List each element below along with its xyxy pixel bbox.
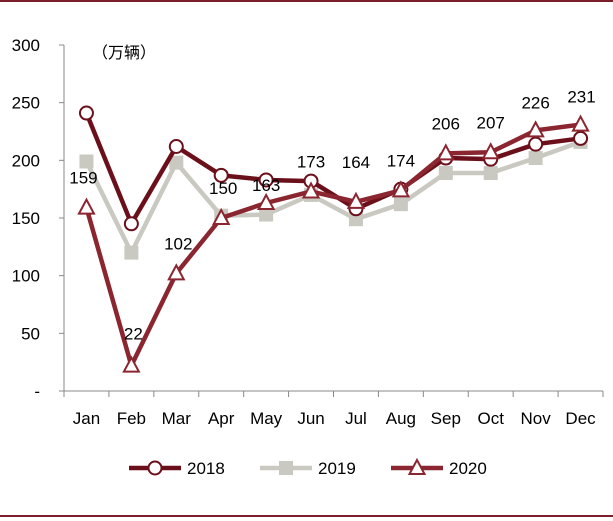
- point-2020-Apr: [212, 207, 231, 225]
- legend-marker-2019: [279, 461, 293, 475]
- axes: 300 250 200 150 100 50 - Jan Feb Mar Apr May Jun Jul A…: [12, 36, 604, 428]
- point-2018-Mar: [168, 138, 184, 154]
- legend-item-2020: 2020: [391, 457, 487, 478]
- point-2018-May: [258, 172, 274, 188]
- x-tick-label: Sep: [431, 409, 461, 428]
- point-2020-Jun: [301, 181, 321, 199]
- legend-item-2019: 2019: [260, 459, 356, 478]
- legend-marker-2020: [407, 457, 427, 475]
- x-tick-label: May: [250, 409, 283, 428]
- data-label-Jan: 159: [69, 169, 97, 188]
- data-label-Dec: 231: [567, 88, 595, 107]
- data-label-May: 163: [252, 176, 280, 195]
- point-2019-Oct: [483, 166, 498, 181]
- point-2019-Nov: [528, 151, 543, 166]
- x-tick-label: Mar: [162, 409, 192, 428]
- series-line-2019: [84, 139, 582, 255]
- legend-label-2018: 2018: [187, 459, 225, 478]
- point-2020-Jul: [346, 191, 366, 209]
- point-2020-Nov: [526, 120, 545, 138]
- point-2018-Feb: [123, 216, 139, 232]
- point-2020-Mar: [167, 263, 186, 281]
- x-tick-label: Jan: [73, 409, 100, 428]
- point-2019-Aug: [393, 197, 408, 212]
- legend-label-2019: 2019: [318, 459, 356, 478]
- data-label-Feb: 22: [124, 325, 143, 344]
- legend-label-2020: 2020: [449, 459, 487, 478]
- point-2020-Jan: [77, 197, 96, 215]
- point-2020-Dec: [571, 114, 590, 132]
- unit-label: （万辆）: [92, 43, 156, 62]
- x-tick-label: Jul: [345, 409, 367, 428]
- legend-item-2018: 2018: [129, 459, 225, 478]
- point-2019-Feb: [124, 245, 139, 260]
- y-tick-label: -: [34, 382, 40, 401]
- x-tick-label: Aug: [386, 409, 416, 428]
- x-tick-label: Apr: [208, 409, 235, 428]
- point-2020-Feb: [122, 355, 141, 373]
- x-tick-label: Dec: [565, 409, 596, 428]
- point-2020-May: [256, 192, 276, 211]
- point-2020-Aug: [391, 180, 411, 198]
- top-rule: [0, 0, 613, 2]
- data-labels: 159 22 102 150 163 173 164 174 206 207 226 231: [69, 88, 595, 344]
- point-2020-Oct: [481, 142, 500, 160]
- x-tick-label: Nov: [521, 409, 552, 428]
- y-tick-label: 100: [12, 267, 40, 286]
- legend: 2018 2019 2020: [129, 457, 487, 478]
- data-label-Mar: 102: [164, 234, 192, 253]
- y-tick-label: 50: [21, 324, 40, 343]
- series-layer: [77, 105, 590, 373]
- point-2019-May: [259, 207, 274, 222]
- point-2018-Jan: [78, 105, 94, 121]
- data-label-Sep: 206: [432, 114, 460, 133]
- point-2020-Sep: [436, 143, 455, 161]
- x-tick-label: Oct: [477, 409, 504, 428]
- point-2018-Nov: [528, 136, 544, 152]
- point-2018-Dec: [573, 130, 589, 146]
- x-tick-label: Feb: [117, 409, 146, 428]
- legend-marker-2018: [147, 460, 163, 476]
- data-label-Apr: 150: [209, 179, 237, 198]
- data-label-Aug: 174: [387, 151, 415, 170]
- series-2020: [77, 114, 590, 373]
- point-2019-Jan: [79, 154, 94, 169]
- series-line-2020: [84, 122, 581, 368]
- y-tick-label: 200: [12, 151, 40, 170]
- data-label-Nov: 226: [521, 93, 549, 112]
- data-label-Jun: 173: [297, 152, 325, 171]
- y-tick-label: 250: [12, 94, 40, 113]
- point-2019-Sep: [438, 166, 453, 181]
- y-tick-label: 300: [12, 36, 40, 55]
- point-2019-Jul: [348, 212, 363, 227]
- data-label-Oct: 207: [477, 113, 505, 132]
- bottom-rule: [0, 515, 613, 517]
- y-tick-label: 150: [12, 209, 40, 228]
- point-2018-Apr: [213, 167, 229, 183]
- x-tick-label: Jun: [297, 409, 324, 428]
- point-2019-Mar: [169, 155, 184, 170]
- data-label-Jul: 164: [342, 153, 370, 172]
